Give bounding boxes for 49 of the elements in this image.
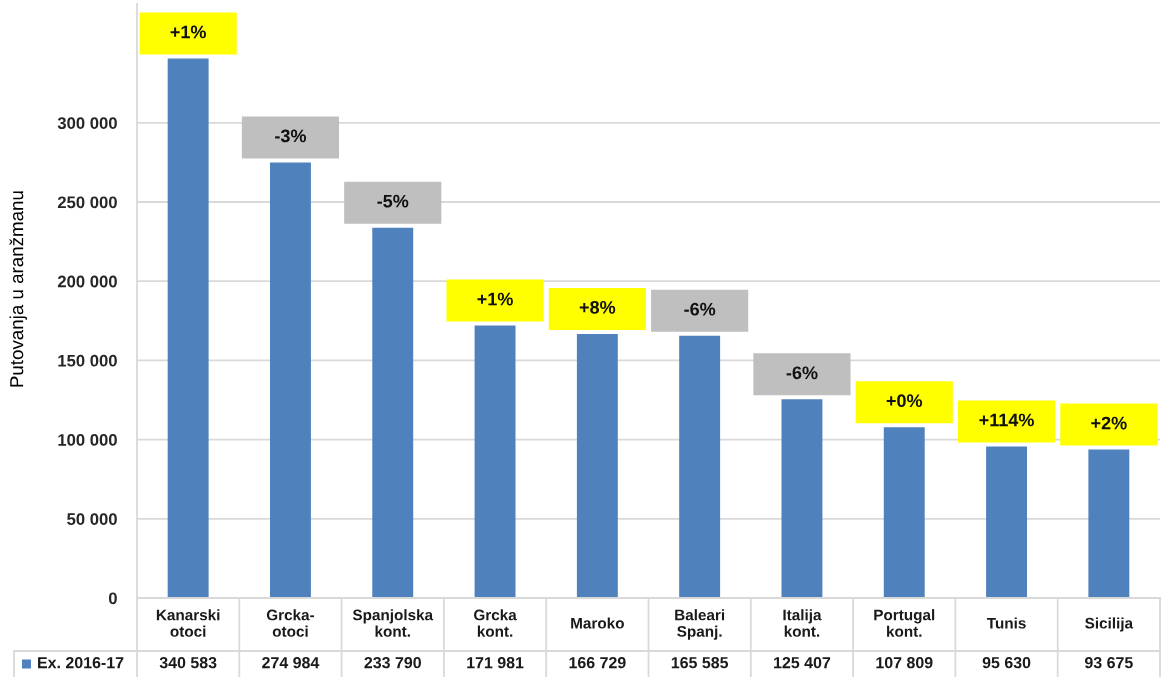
data-label: 125 407: [774, 656, 831, 669]
x-tick-label: Tunis: [986, 617, 1026, 629]
annotation: -6%: [684, 302, 716, 316]
annotation: +114%: [979, 413, 1034, 427]
y-tick-label: 0: [108, 592, 117, 605]
y-tick-label: 300 000: [57, 117, 117, 130]
legend-label: Ex. 2016-17: [38, 656, 124, 669]
data-label: 166 729: [569, 656, 626, 669]
annotation: +1%: [477, 292, 513, 306]
x-tick-label: Italija kont.: [783, 609, 822, 637]
x-tick-label: Portugal kont.: [874, 609, 935, 637]
y-tick-label: 50 000: [67, 513, 117, 525]
data-label: 95 630: [982, 656, 1031, 669]
bar: [269, 162, 311, 598]
y-tick-label: 200 000: [57, 275, 117, 288]
x-tick-label: Grcka kont.: [474, 609, 517, 637]
annotation: +8%: [579, 300, 616, 314]
bar: [883, 427, 925, 598]
y-tick-label: 250 000: [57, 196, 117, 209]
data-label: 171 981: [467, 656, 524, 669]
x-tick-label: Grcka- otoci: [266, 609, 315, 637]
bar: [576, 333, 618, 598]
x-tick-label: Spanjolska kont.: [352, 609, 434, 637]
data-label: 340 583: [159, 656, 217, 669]
x-tick-label: Baleari Spanj.: [675, 609, 725, 640]
annotation: -5%: [377, 194, 409, 208]
bar: [167, 58, 209, 598]
annotation: -3%: [275, 129, 307, 143]
x-tick-label: Sicilija: [1085, 617, 1134, 632]
bar: [1088, 449, 1130, 598]
data-label: 107 809: [876, 656, 933, 669]
y-tick-label: 150 000: [58, 354, 117, 367]
data-label: 233 790: [364, 656, 421, 669]
annotation: +2%: [1091, 416, 1127, 430]
bar: [474, 325, 516, 598]
data-label: 93 675: [1084, 656, 1133, 669]
bar: [679, 335, 721, 598]
bar: [986, 446, 1028, 598]
y-axis-title: Putovanja u aranžmanu: [9, 191, 27, 387]
data-label: 274 984: [262, 656, 320, 669]
annotation: +1%: [170, 25, 206, 39]
x-tick-label: Kanarski otoci: [156, 609, 220, 637]
bar: [781, 399, 823, 598]
y-tick-label: 100 000: [58, 434, 117, 446]
bar: [372, 227, 414, 598]
annotation: +0%: [886, 394, 923, 408]
data-label: 165 585: [671, 656, 729, 669]
x-tick-label: Maroko: [571, 617, 624, 629]
annotation: -6%: [786, 366, 818, 380]
